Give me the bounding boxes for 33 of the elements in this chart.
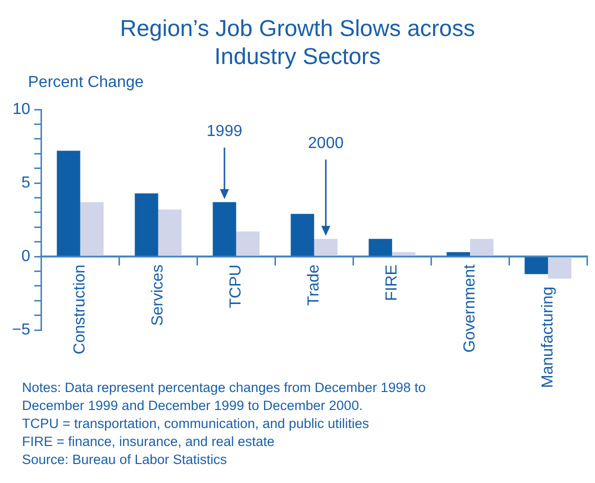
x-tick-label: Services [150, 264, 167, 326]
chart-title: Region’s Job Growth Slows across Industry Sectors [120, 14, 475, 70]
bar [134, 193, 158, 256]
text: Notes: Data represent percentage changes from December 1998 to December 1999 and December 1999 to December 2000. [22, 379, 427, 415]
bar [80, 202, 104, 256]
text: 2000 [308, 135, 344, 152]
bar [470, 238, 494, 256]
x-tick-label: Manufacturing [539, 286, 556, 388]
bar [212, 202, 236, 256]
y-tick-label: 0 [21, 248, 30, 265]
source-note: Source: Bureau of Labor Statistics [22, 451, 228, 469]
bar [392, 252, 416, 256]
text: FIRE = finance, insurance, and real estate [22, 433, 276, 451]
bar [446, 252, 470, 256]
bar [314, 238, 338, 256]
y-tick-label: 10 [12, 101, 30, 118]
x-tick-label: Trade [306, 264, 323, 306]
text: 1999 [206, 123, 242, 140]
text: TCPU = transportation, communication, and public utilities [22, 415, 370, 433]
y-tick-label: −5 [12, 321, 30, 338]
x-tick-label: TCPU [228, 264, 245, 308]
bar [290, 214, 314, 256]
bar [548, 257, 572, 279]
x-tick-label: Government [461, 264, 478, 353]
x-tick-label: FIRE [383, 264, 400, 301]
bar [236, 232, 260, 256]
y-axis-title: Percent Change [28, 74, 144, 92]
bar [158, 210, 182, 256]
bar [368, 238, 392, 256]
y-tick-label: 5 [21, 174, 30, 192]
bar [56, 150, 80, 256]
x-tick-label: Construction [72, 264, 89, 354]
bar [524, 257, 548, 274]
